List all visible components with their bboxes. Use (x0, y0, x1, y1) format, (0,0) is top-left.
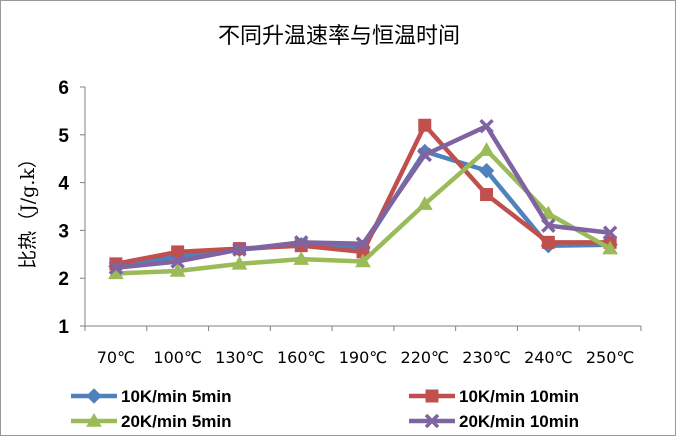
series-3-point (478, 142, 495, 156)
x-tick-label: 100℃ (153, 348, 202, 367)
y-tick-label: 2 (58, 269, 69, 290)
series-4-point (232, 242, 247, 257)
series-group (108, 118, 618, 280)
legend-label: 10K/min 5min (121, 387, 232, 406)
series-4-point-stroke-b (232, 242, 247, 257)
series-4-point (293, 235, 309, 250)
x-tick-label: 230℃ (462, 348, 511, 367)
series-2 (109, 118, 617, 271)
x-tick-label: 250℃ (586, 348, 635, 367)
legend-swatch-marker (86, 388, 102, 404)
legend-label: 10K/min 10min (459, 387, 579, 406)
legend-swatch-marker (425, 389, 439, 403)
series-4-point (170, 254, 185, 269)
series-4-point-stroke-b (108, 260, 124, 275)
legend-item-3: 20K/min 5min (71, 412, 232, 431)
x-tick-label: 70℃ (97, 348, 135, 367)
legend-label: 20K/min 5min (121, 412, 232, 431)
legend: 10K/min 5min 10K/min 10min 20K/min 5min 20K… (71, 387, 579, 431)
x-tick-label: 130℃ (215, 348, 264, 367)
legend-item-4: 20K/min 10min (409, 412, 579, 431)
series-4-point-stroke-b (602, 225, 618, 241)
series-3-point (355, 253, 371, 268)
legend-item-1: 10K/min 5min (71, 387, 232, 406)
series-2-point (480, 188, 494, 202)
series-4-point-stroke-b (355, 236, 371, 252)
series-4-point-stroke-b (293, 235, 309, 250)
y-tick-label: 4 (58, 174, 69, 195)
legend-label: 20K/min 10min (459, 412, 579, 431)
series-4-point (602, 225, 618, 241)
chart-title: 不同升温速率与恒温时间 (218, 24, 460, 49)
axes: 1 2 3 4 5 6 70℃ 100℃ 130℃ 160℃ 190℃ 220℃ 230℃ 240℃ 250… (58, 78, 642, 367)
y-tick-label: 3 (58, 221, 69, 242)
x-tick-label: 160℃ (277, 348, 326, 367)
series-4-point (355, 236, 371, 252)
series-4-point (541, 218, 556, 233)
y-tick-label: 1 (58, 317, 69, 338)
series-4-point-stroke-b (479, 118, 494, 134)
series-1-point (478, 162, 495, 179)
legend-swatch-marker-stroke-b (424, 413, 440, 429)
series-4-point-stroke-b (417, 147, 433, 163)
series-3-point (602, 240, 618, 255)
y-axis-label: 比热（J/g.k） (17, 149, 39, 269)
series-3-point (416, 196, 433, 210)
legend-swatch-marker (86, 412, 102, 427)
series-4-point (417, 147, 433, 163)
series-2-point (541, 235, 555, 249)
series-2-point (418, 118, 432, 132)
series-4-point-stroke-b (170, 254, 185, 269)
series-2-point (171, 245, 185, 259)
y-tick-label: 6 (58, 78, 69, 99)
x-tick-label: 190℃ (339, 348, 388, 367)
series-4-point (479, 118, 494, 134)
y-tick-label: 5 (58, 126, 69, 147)
x-tick-label: 240℃ (524, 348, 573, 367)
series-4 (108, 118, 618, 275)
series-3-point (293, 251, 310, 265)
series-3-point (169, 263, 186, 277)
legend-item-2: 10K/min 10min (409, 387, 579, 406)
series-4-point-stroke-b (541, 218, 556, 233)
legend-swatch-marker (424, 413, 440, 429)
series-3-point (231, 255, 248, 270)
x-tick-label: 220℃ (401, 348, 450, 367)
series-4-point (108, 260, 124, 275)
